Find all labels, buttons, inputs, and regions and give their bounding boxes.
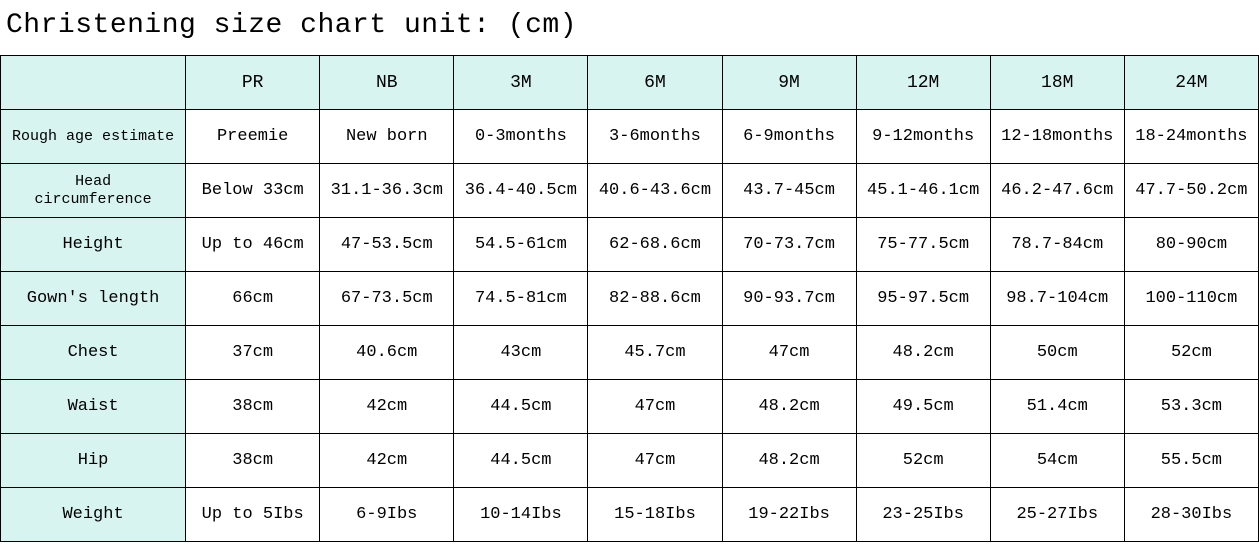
cell: 47-53.5cm <box>320 218 454 272</box>
cell: 45.1-46.1cm <box>856 164 990 218</box>
cell: 55.5cm <box>1124 434 1258 488</box>
cell: 42cm <box>320 380 454 434</box>
col-header: PR <box>186 56 320 110</box>
cell: 52cm <box>856 434 990 488</box>
table-row: Hip 38cm 42cm 44.5cm 47cm 48.2cm 52cm 54… <box>1 434 1259 488</box>
row-label: Rough age estimate <box>1 110 186 164</box>
cell: 6-9months <box>722 110 856 164</box>
cell: 62-68.6cm <box>588 218 722 272</box>
cell: 19-22Ibs <box>722 488 856 542</box>
cell: 38cm <box>186 380 320 434</box>
cell: Preemie <box>186 110 320 164</box>
row-label: Head circumference <box>1 164 186 218</box>
cell: 37cm <box>186 326 320 380</box>
cell: 44.5cm <box>454 434 588 488</box>
cell: 9-12months <box>856 110 990 164</box>
cell: 75-77.5cm <box>856 218 990 272</box>
cell: 0-3months <box>454 110 588 164</box>
cell: 43.7-45cm <box>722 164 856 218</box>
col-header: 9M <box>722 56 856 110</box>
cell: 67-73.5cm <box>320 272 454 326</box>
cell: 46.2-47.6cm <box>990 164 1124 218</box>
table-row: Chest 37cm 40.6cm 43cm 45.7cm 47cm 48.2c… <box>1 326 1259 380</box>
cell: 28-30Ibs <box>1124 488 1258 542</box>
cell: 53.3cm <box>1124 380 1258 434</box>
cell: 100-110cm <box>1124 272 1258 326</box>
cell: 15-18Ibs <box>588 488 722 542</box>
table-row: Rough age estimate Preemie New born 0-3m… <box>1 110 1259 164</box>
cell: New born <box>320 110 454 164</box>
row-label: Waist <box>1 380 186 434</box>
cell: 49.5cm <box>856 380 990 434</box>
row-label: Chest <box>1 326 186 380</box>
col-header: 6M <box>588 56 722 110</box>
cell: 80-90cm <box>1124 218 1258 272</box>
cell: 25-27Ibs <box>990 488 1124 542</box>
cell: 10-14Ibs <box>454 488 588 542</box>
col-header: 24M <box>1124 56 1258 110</box>
cell: 48.2cm <box>856 326 990 380</box>
chart-title: Christening size chart unit: (cm) <box>0 0 1259 55</box>
col-header: 12M <box>856 56 990 110</box>
cell: 45.7cm <box>588 326 722 380</box>
col-header: 18M <box>990 56 1124 110</box>
cell: 44.5cm <box>454 380 588 434</box>
row-label: Weight <box>1 488 186 542</box>
cell: 40.6-43.6cm <box>588 164 722 218</box>
table-row: Gown's length 66cm 67-73.5cm 74.5-81cm 8… <box>1 272 1259 326</box>
cell: 47cm <box>588 434 722 488</box>
cell: Up to 5Ibs <box>186 488 320 542</box>
cell: 3-6months <box>588 110 722 164</box>
cell: 50cm <box>990 326 1124 380</box>
cell: 31.1-36.3cm <box>320 164 454 218</box>
cell: 52cm <box>1124 326 1258 380</box>
cell: Below 33cm <box>186 164 320 218</box>
cell: 48.2cm <box>722 434 856 488</box>
row-label: Gown's length <box>1 272 186 326</box>
cell: 90-93.7cm <box>722 272 856 326</box>
cell: 47cm <box>722 326 856 380</box>
row-label-line1: Head <box>1 173 185 191</box>
header-row: PR NB 3M 6M 9M 12M 18M 24M <box>1 56 1259 110</box>
cell: 48.2cm <box>722 380 856 434</box>
cell: 38cm <box>186 434 320 488</box>
cell: 95-97.5cm <box>856 272 990 326</box>
cell: 54.5-61cm <box>454 218 588 272</box>
corner-cell <box>1 56 186 110</box>
cell: 12-18months <box>990 110 1124 164</box>
table-row: Weight Up to 5Ibs 6-9Ibs 10-14Ibs 15-18I… <box>1 488 1259 542</box>
row-label: Height <box>1 218 186 272</box>
table-row: Height Up to 46cm 47-53.5cm 54.5-61cm 62… <box>1 218 1259 272</box>
cell: 47.7-50.2cm <box>1124 164 1258 218</box>
row-label: Hip <box>1 434 186 488</box>
cell: 23-25Ibs <box>856 488 990 542</box>
cell: 6-9Ibs <box>320 488 454 542</box>
cell: 40.6cm <box>320 326 454 380</box>
cell: Up to 46cm <box>186 218 320 272</box>
col-header: 3M <box>454 56 588 110</box>
cell: 82-88.6cm <box>588 272 722 326</box>
cell: 66cm <box>186 272 320 326</box>
cell: 43cm <box>454 326 588 380</box>
table-row: Waist 38cm 42cm 44.5cm 47cm 48.2cm 49.5c… <box>1 380 1259 434</box>
col-header: NB <box>320 56 454 110</box>
cell: 74.5-81cm <box>454 272 588 326</box>
cell: 98.7-104cm <box>990 272 1124 326</box>
cell: 54cm <box>990 434 1124 488</box>
cell: 42cm <box>320 434 454 488</box>
cell: 36.4-40.5cm <box>454 164 588 218</box>
table-row: Head circumference Below 33cm 31.1-36.3c… <box>1 164 1259 218</box>
cell: 70-73.7cm <box>722 218 856 272</box>
size-chart-table: PR NB 3M 6M 9M 12M 18M 24M Rough age est… <box>0 55 1259 542</box>
cell: 51.4cm <box>990 380 1124 434</box>
cell: 78.7-84cm <box>990 218 1124 272</box>
row-label-line2: circumference <box>1 191 185 209</box>
cell: 18-24months <box>1124 110 1258 164</box>
cell: 47cm <box>588 380 722 434</box>
